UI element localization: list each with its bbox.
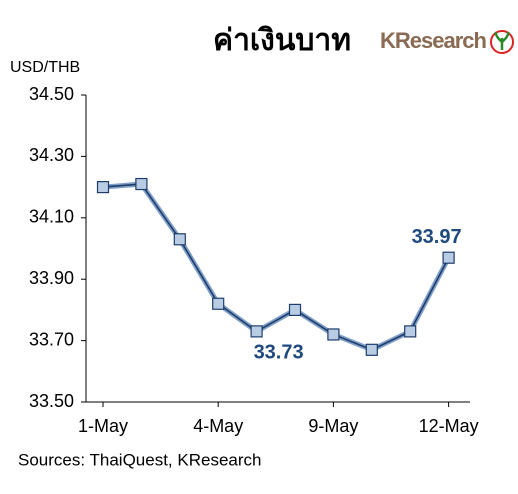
y-tick-label: 34.30 bbox=[29, 145, 74, 165]
chart-title: ค่าเงินบาท bbox=[213, 24, 351, 57]
marker bbox=[135, 177, 148, 191]
series-line bbox=[102, 183, 450, 351]
marker bbox=[365, 343, 378, 356]
y-tick-label: 34.10 bbox=[29, 207, 74, 227]
y-tick-label: 33.50 bbox=[29, 391, 74, 411]
logo: KResearch bbox=[380, 28, 487, 53]
y-tick-label: 33.70 bbox=[29, 329, 74, 349]
y-axis-label: USD/THB bbox=[10, 59, 80, 76]
marker bbox=[288, 303, 302, 316]
x-tick-label: 12-May bbox=[419, 416, 479, 436]
marker bbox=[250, 325, 263, 338]
x-tick-label: 9-May bbox=[308, 416, 358, 436]
marker bbox=[212, 297, 225, 310]
marker bbox=[96, 181, 110, 194]
value-label: 33.73 bbox=[254, 342, 304, 364]
y-tick-label: 33.90 bbox=[29, 268, 74, 288]
marker bbox=[173, 233, 186, 246]
logo-icon bbox=[490, 30, 514, 54]
source-note: Sources: ThaiQuest, KResearch bbox=[18, 450, 261, 469]
y-tick-label: 34.50 bbox=[29, 84, 74, 104]
marker bbox=[327, 328, 340, 341]
x-tick-label: 1-May bbox=[78, 416, 128, 436]
line-shadow bbox=[102, 181, 451, 353]
x-tick-label: 4-May bbox=[193, 416, 243, 436]
marker bbox=[442, 251, 455, 264]
value-label: 33.97 bbox=[412, 226, 462, 248]
marker bbox=[404, 325, 417, 338]
